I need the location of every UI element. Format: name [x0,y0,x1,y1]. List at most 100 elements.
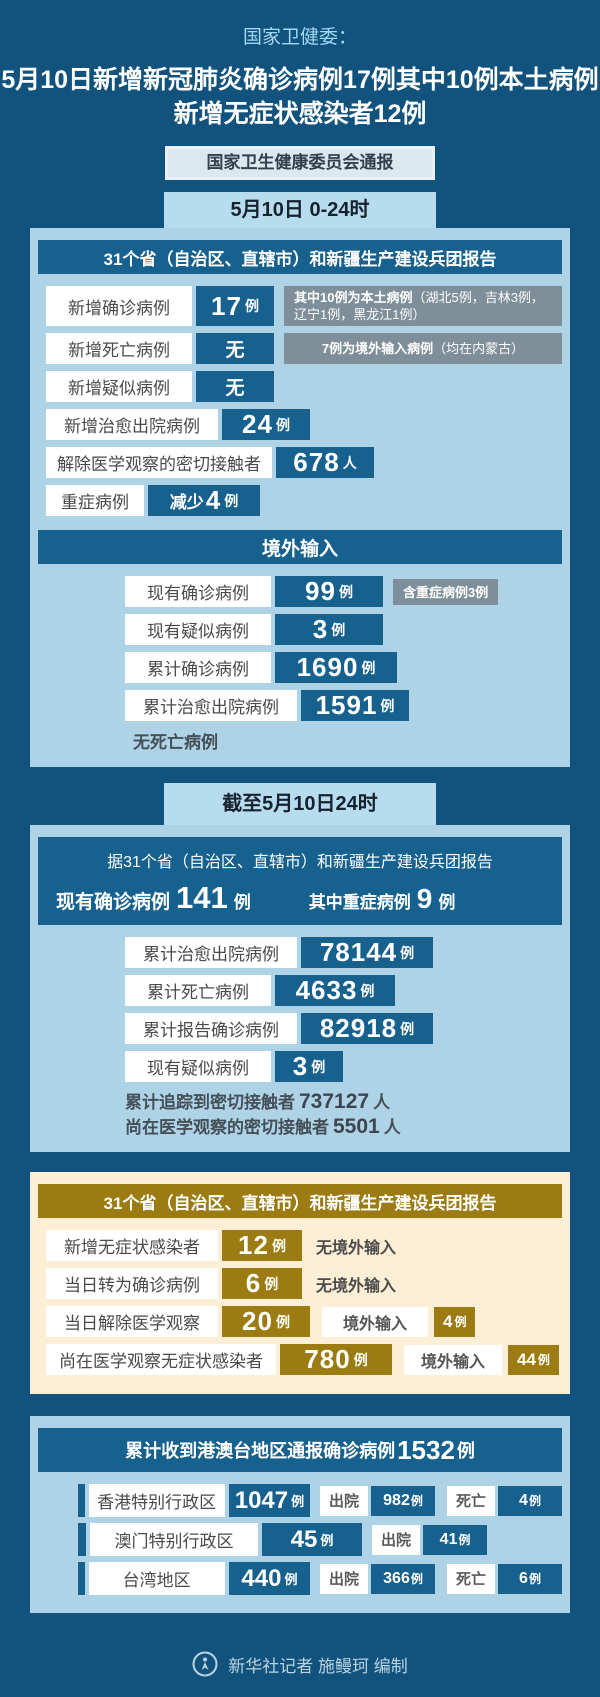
stat-number: 20 [242,1306,273,1336]
stat-label: 现有疑似病例 [125,1051,271,1082]
stat-value: 1690 例 [275,652,397,683]
discharged-group: 出院 41 例 [372,1524,487,1555]
stat-label: 新增治愈出院病例 [46,409,218,440]
traced-line: 累计追踪到密切接触者 737127 人 [125,1090,391,1113]
stat-value: 17 例 [196,286,274,326]
page-title-line1: 5月10日新增新冠肺炎确诊病例17例其中10例本土病例 [1,66,599,94]
stat-value: 99 例 [275,576,383,607]
region-label: 香港特别行政区 [88,1484,225,1517]
region-label: 澳门特别行政区 [90,1523,258,1556]
observing-line: 尚在医学观察的密切接触者 5501 人 [125,1115,401,1138]
cumulative-header: 据31个省（自治区、直辖市）和新疆生产建设兵团报告 现有确诊病例 141 例 其… [38,837,562,925]
stat-label: 累计确诊病例 [125,652,271,683]
stat-value: 4633 例 [275,975,395,1006]
stat-unit: 例 [311,1058,326,1075]
stat-label: 累计治愈出院病例 [125,690,297,721]
stat-row-released-observation: 解除医学观察的密切接触者 678 人 [46,447,562,478]
stat-unit: 例 [275,1313,290,1330]
stat-label: 累计治愈出院病例 [125,937,297,968]
cumulative-rows: 累计治愈出院病例 78144 例 累计死亡病例 4633 例 累计报告确诊病例 82… [38,925,562,1082]
stat-row-imported-cumulative: 累计确诊病例 1690 例 [125,652,562,683]
stat-unit: 例 [338,583,353,600]
stat-unit: 例 [264,1275,279,1292]
stat-row-under-observation: 尚在医学观察无症状感染者 780 例 境外输入 44 例 [46,1344,562,1375]
stat-number: 24 [242,409,273,439]
current-label: 现有确诊病例 [56,892,171,913]
note-imported-cases: 7例为境外输入病例（均在内蒙古） [284,333,562,364]
discharged-value: 982 例 [371,1485,435,1516]
imported-header: 境外输入 [38,530,562,564]
region-value: 1047 例 [228,1484,310,1517]
hmt-header-prefix: 累计收到港澳台地区通报确诊病例 [125,1441,396,1461]
stat-number: 678 [293,447,340,477]
note-local-cases: 其中10例为本土病例（湖北5例，吉林3例，辽宁1例，黑龙江1例） [284,286,562,326]
note-imported-severe: 含重症病例3例 [393,578,499,605]
stat-row-cum-recovered: 累计治愈出院病例 78144 例 [125,937,562,968]
stat-value: 减少 4 例 [148,485,260,516]
note-text: 其中10例为本土病例（湖北5例，吉林3例，辽宁1例，黑龙江1例） [294,290,544,322]
stat-number: 78144 [319,937,398,967]
discharged-group: 出院 982 例 [320,1485,435,1516]
stat-unit: 例 [244,298,259,314]
stat-label: 新增无症状感染者 [46,1230,218,1261]
stat-number: 4633 [295,975,358,1005]
stat-number: 6 [245,1268,262,1298]
stat-unit: 例 [380,697,395,714]
stat-unit: 例 [400,1020,415,1037]
stat-unit: 例 [271,1237,286,1254]
note-no-imported: 无境外输入 [316,1239,397,1257]
source-badge: 国家卫生健康委员会通报 [165,146,435,180]
page-title-line2: 新增无症状感染者12例 [173,100,427,128]
stat-value: 1591 例 [301,690,409,721]
stat-number: 3 [292,1051,309,1081]
stat-unit: 例 [361,659,376,676]
stat-unit: 例 [353,1351,368,1368]
hmt-header: 累计收到港澳台地区通报确诊病例 1532 例 [38,1428,562,1472]
stat-row-imported-recovered: 累计治愈出院病例 1591 例 [125,690,562,721]
stat-label: 解除医学观察的密切接触者 [46,447,272,478]
stat-value: 82918 例 [301,1013,433,1044]
note-no-imported: 无境外输入 [316,1277,397,1295]
region-row-macao: 澳门特别行政区 45 例 出院 41 例 [78,1523,562,1556]
stat-unit: 人 [342,454,357,471]
stat-row-new-suspected: 新增疑似病例 无 [46,371,562,402]
severe-number: 9 [416,883,433,914]
stat-row-new-deaths: 新增死亡病例 无 7例为境外输入病例（均在内蒙古） [46,333,562,364]
stat-unit: 例 [360,982,375,999]
region-label: 台湾地区 [88,1562,225,1595]
traced-number: 737127 [299,1090,370,1113]
severe-unit: 例 [438,893,456,912]
stat-label: 现有确诊病例 [125,576,271,607]
panel-hmt: 累计收到港澳台地区通报确诊病例 1532 例 香港特别行政区 1047 例 出院 98… [30,1416,570,1613]
stat-label: 重症病例 [46,485,144,516]
no-death-line: 无死亡病例 [133,733,218,752]
discharged-label: 出院 [372,1524,420,1555]
death-label: 死亡 [447,1485,495,1516]
stat-label: 当日转为确诊病例 [46,1268,218,1299]
panel-daily-header: 31个省（自治区、直辖市）和新疆生产建设兵团报告 [38,240,562,274]
current-unit: 例 [233,893,251,912]
stat-number: 780 [304,1344,351,1374]
stat-number: 4 [205,485,222,515]
stat-value: 78144 例 [301,937,433,968]
discharged-value: 366 例 [371,1563,435,1594]
stat-label: 新增确诊病例 [46,286,192,326]
row-accent [78,1523,86,1556]
severe-label: 其中重症病例 [308,893,411,912]
panel-asymptomatic: 31个省（自治区、直辖市）和新疆生产建设兵团报告 新增无症状感染者 12 例 无境… [30,1172,570,1394]
stat-label: 尚在医学观察无症状感染者 [46,1344,276,1375]
observing-number: 5501 [333,1115,380,1138]
contact-tracing-block: 累计追踪到密切接触者 737127 人 尚在医学观察的密切接触者 5501 人 [125,1090,562,1140]
stat-label: 新增死亡病例 [46,333,192,364]
region-value: 440 例 [228,1562,310,1595]
stat-unit: 例 [224,492,239,509]
asymptomatic-header: 31个省（自治区、直辖市）和新疆生产建设兵团报告 [38,1184,562,1218]
